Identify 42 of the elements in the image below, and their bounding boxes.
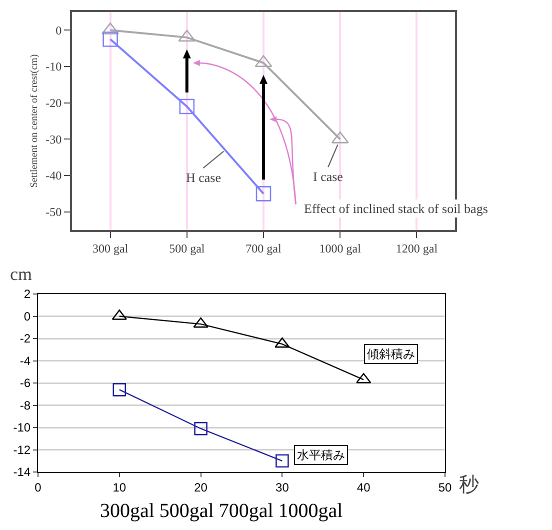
x-tick-label: 500 gal: [169, 241, 206, 256]
point: [179, 98, 195, 114]
y-tick-label: -50: [46, 205, 62, 220]
x-tick-label: 1200 gal: [396, 241, 438, 256]
text: I case: [313, 169, 344, 184]
point: [276, 454, 289, 468]
y-tick-label: 0: [56, 23, 62, 38]
x-tick-label: 1000 gal: [319, 241, 362, 256]
y-tick-label: -6: [20, 376, 31, 390]
y-tick-label: 2: [24, 287, 31, 302]
point: [193, 317, 208, 328]
y-tick-label: -10: [13, 420, 31, 435]
y-tick-label: 0: [24, 309, 31, 324]
x-tick-label: 50: [438, 480, 452, 494]
point: [256, 186, 272, 202]
y-tick-label: -8: [20, 398, 31, 412]
point: [274, 337, 290, 348]
series-label: 水平積み: [297, 448, 345, 462]
x-tick-label: 700 gal: [246, 241, 282, 256]
y-tick-label: -14: [13, 465, 31, 480]
y-tick-label: -20: [46, 96, 62, 110]
x-axis-title: 秒: [459, 474, 479, 496]
y-tick-label: -10: [46, 60, 62, 74]
series-label: H case: [186, 170, 222, 185]
x-tick-label: 0: [34, 480, 42, 494]
y-tick-label: -30: [46, 132, 62, 146]
y-tick-label: -4: [20, 354, 31, 368]
y-axis-title: cm: [10, 264, 32, 284]
text: 300gal 500gal 700gal 1000gal: [100, 500, 344, 522]
x-tick-label: 300 gal: [92, 241, 129, 256]
point: [194, 422, 208, 436]
series-label: 傾斜積み: [367, 347, 415, 361]
x-tick-label: 20: [194, 480, 208, 494]
y-tick-label: -40: [46, 168, 62, 183]
y-axis-title: Settlement on center of crest(cm): [29, 54, 40, 188]
point: [112, 383, 126, 396]
x-tick-label: 10: [112, 480, 126, 494]
annotation: Effect of inclined stack of soil bags: [304, 201, 488, 216]
y-tick-label: -12: [13, 442, 31, 457]
x-tick-label: 40: [356, 480, 371, 494]
y-tick-label: -2: [20, 332, 31, 346]
x-tick-label: 30: [276, 480, 290, 494]
